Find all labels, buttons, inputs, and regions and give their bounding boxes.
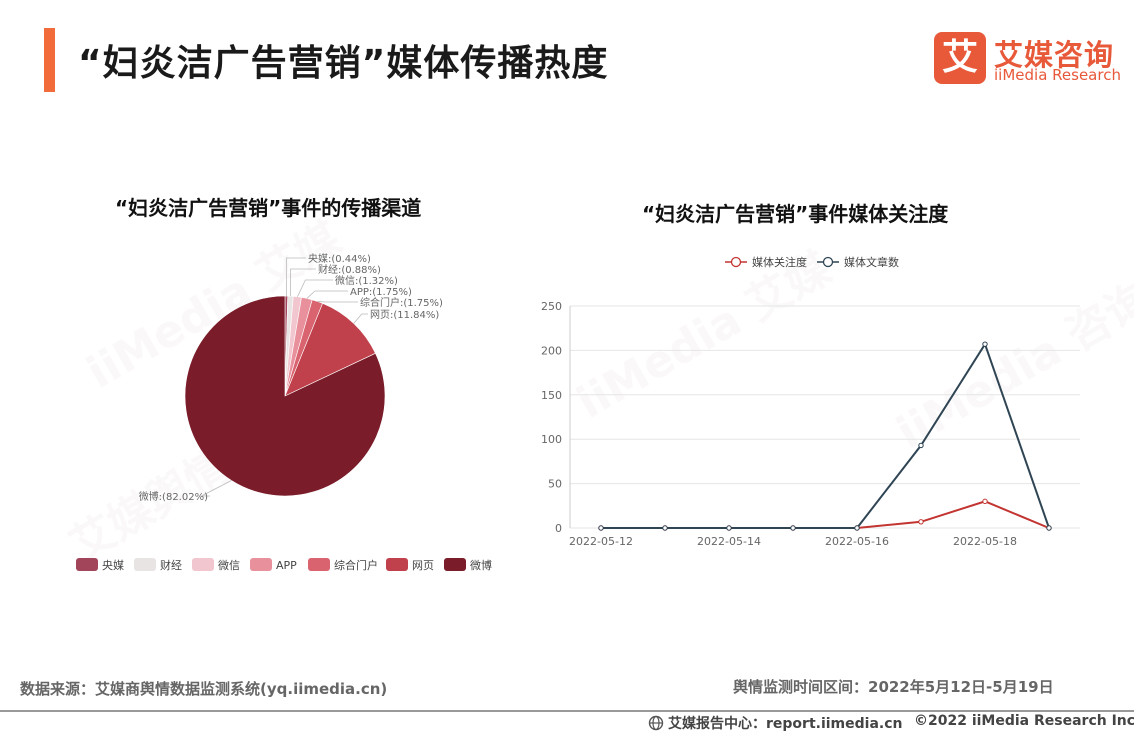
pie-label-line-3	[306, 290, 348, 299]
pie-label-line-2	[297, 279, 333, 297]
series-point-1-0	[598, 525, 604, 531]
page-title: “妇炎洁广告营销”媒体传播热度	[78, 43, 609, 84]
series-line-0	[601, 500, 1050, 529]
logo-mark-icon: 艾	[934, 32, 986, 84]
pie-data-label-6: 微博:(82.02%)	[139, 490, 208, 503]
line-legend-item-0: 媒体关注度	[725, 255, 807, 269]
series-point-0-6	[982, 498, 988, 505]
report-center-link[interactable]: 艾媒报告中心：report.iimedia.cn	[648, 713, 903, 733]
pie-data-label-1: 财经:(0.88%)	[318, 263, 381, 276]
y-tick-label-3: 150	[541, 389, 562, 402]
pie-chart: 央媒:(0.44%)财经:(0.88%)微信:(1.32%)APP:(1.75%…	[76, 252, 492, 572]
pie-label-line-6	[201, 480, 232, 497]
pie-legend-label-3: APP	[276, 559, 297, 572]
y-tick-label-0: 0	[555, 522, 562, 535]
pie-legend-item-1: 财经	[134, 558, 182, 572]
pie-legend-label-4: 综合门户	[334, 558, 378, 572]
y-tick-label-2: 100	[541, 433, 562, 446]
line-chart: 0 50 100 150 200 250 2022-05-12 2022-05-14 2022-…	[541, 255, 1080, 548]
series-point-0-5	[918, 519, 924, 525]
title-accent-bar	[44, 28, 55, 92]
x-tick-label-0: 2022-05-12	[569, 535, 633, 548]
pie-legend-label-5: 网页	[412, 559, 434, 572]
monitoring-period-note: 舆情监测时间区间：2022年5月12日-5月19日	[733, 678, 1054, 696]
logo-name-cn: 艾媒咨询	[994, 38, 1115, 72]
line-legend-item-1: 媒体文章数	[817, 255, 899, 269]
pie-legend-label-2: 微信	[218, 558, 240, 572]
pie-legend-swatch-3	[250, 558, 272, 571]
globe-icon	[648, 715, 664, 731]
pie-legend-item-2: 微信	[192, 558, 240, 572]
pie-label-line-1	[290, 268, 316, 297]
pie-data-label-0: 央媒:(0.44%)	[308, 252, 371, 265]
series-point-1-5	[918, 442, 924, 449]
series-point-1-3	[790, 525, 796, 531]
data-source-note: 数据来源：艾媒商舆情数据监测系统(yq.iimedia.cn)	[20, 680, 388, 698]
pie-slice-5	[284, 302, 376, 397]
pie-data-label-2: 微信:(1.32%)	[335, 274, 398, 287]
pie-data-label-4: 综合门户:(1.75%)	[360, 296, 443, 309]
pie-legend-swatch-4	[308, 558, 330, 571]
x-tick-label-3: 2022-05-18	[953, 535, 1017, 548]
pie-chart-title: “妇炎洁广告营销”事件的传播渠道	[115, 196, 422, 220]
footer-divider	[0, 710, 1134, 712]
line-legend-marker-1	[822, 256, 834, 268]
line-chart-title: “妇炎洁广告营销”事件媒体关注度	[642, 202, 949, 226]
pie-label-line-0	[285, 257, 306, 297]
pie-legend-swatch-5	[386, 558, 408, 571]
copyright: ©2022 iiMedia Research Inc	[914, 713, 1134, 729]
line-legend-label-1: 媒体文章数	[844, 255, 899, 269]
pie-label-line-4	[317, 301, 358, 303]
pie-legend-item-3: APP	[250, 558, 297, 572]
series-point-1-6	[982, 341, 988, 347]
pie-legend-swatch-0	[76, 558, 98, 571]
pie-legend-item-0: 央媒	[76, 558, 124, 572]
pie-legend-item-5: 网页	[386, 558, 434, 572]
y-tick-label-1: 50	[548, 478, 562, 491]
x-tick-label-2: 2022-05-16	[825, 535, 889, 548]
pie-data-label-5: 网页:(11.84%)	[370, 309, 439, 321]
pie-legend-label-0: 央媒	[102, 559, 124, 572]
pie-legend-item-4: 综合门户	[308, 558, 378, 572]
pie-legend-swatch-2	[192, 558, 214, 571]
pie-legend-label-1: 财经	[160, 558, 182, 572]
report-center-text: 艾媒报告中心：report.iimedia.cn	[668, 716, 903, 732]
pie-legend-swatch-6	[444, 558, 466, 571]
series-point-1-2	[726, 525, 732, 531]
pie-slice-6	[184, 295, 386, 497]
x-tick-label-1: 2022-05-14	[697, 535, 761, 548]
pie-data-label-3: APP:(1.75%)	[350, 287, 412, 298]
series-point-1-7	[1046, 525, 1052, 531]
series-point-1-4	[854, 525, 860, 531]
logo-name-en: iiMedia Research	[994, 66, 1121, 84]
pie-legend-item-6: 微博	[444, 558, 492, 572]
pie-label-line-5	[353, 313, 368, 324]
line-legend-label-0: 媒体关注度	[752, 255, 807, 269]
series-point-1-1	[662, 525, 668, 531]
line-legend-marker-0	[730, 256, 742, 268]
pie-legend-label-6: 微博	[470, 558, 492, 572]
brand-logo: 艾 艾媒咨询 iiMedia Research	[934, 32, 1124, 88]
series-line-1	[601, 341, 1050, 529]
pie-legend-swatch-1	[134, 558, 156, 571]
y-tick-label-4: 200	[541, 344, 562, 357]
y-tick-label-5: 250	[541, 300, 562, 313]
